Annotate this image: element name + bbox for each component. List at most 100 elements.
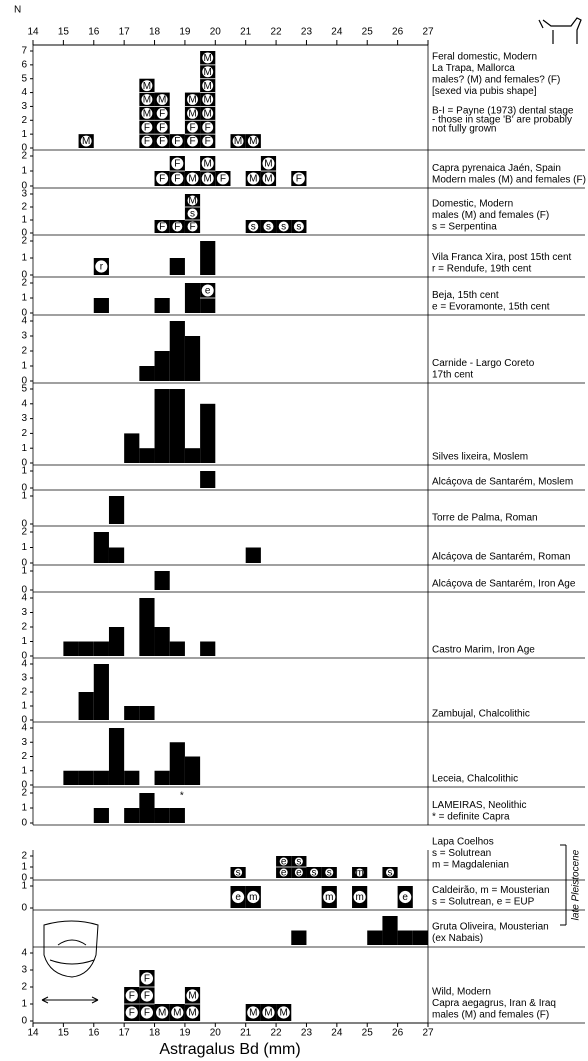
symbol-label: M <box>249 174 257 185</box>
bar <box>108 496 125 524</box>
y-tick-label: 0 <box>21 1016 27 1027</box>
bar <box>78 770 94 785</box>
symbol-circle <box>125 1006 138 1019</box>
symbol-circle <box>95 260 108 273</box>
y-tick-label: 1 <box>21 566 27 577</box>
symbol-circle <box>186 1006 199 1019</box>
panel-label: Zambujal, Chalcolithic <box>432 709 530 720</box>
symbol-circle <box>279 868 288 877</box>
y-tick-label: 1 <box>21 166 27 177</box>
x-tick-label-top: 21 <box>240 27 252 38</box>
bar <box>93 808 109 823</box>
y-tick-label: 0 <box>21 143 27 154</box>
symbol-circle <box>156 172 169 185</box>
symbol-label: M <box>204 67 212 78</box>
bar <box>139 366 155 381</box>
y-tick-label: 1 <box>21 701 27 712</box>
bar <box>169 641 185 656</box>
x-tick-label-top: 19 <box>179 27 191 38</box>
symbol-circle <box>294 868 303 877</box>
bar <box>124 808 140 823</box>
symbol-label: M <box>234 136 242 147</box>
y-tick-label: 2 <box>21 115 27 126</box>
bar <box>93 770 109 785</box>
symbol-label: F <box>159 174 165 185</box>
panel-note: - those in stage 'B' are probably <box>432 115 572 126</box>
panel-label: [sexed via pubis shape] <box>432 86 537 97</box>
symbol-circle <box>216 172 229 185</box>
panel-bars <box>93 793 185 823</box>
symbol-circle <box>247 135 259 147</box>
symbol-label: M <box>204 95 212 106</box>
symbol-label: M <box>173 1008 181 1019</box>
x-tick-label: 26 <box>392 1028 404 1039</box>
symbol-label: M <box>264 1008 272 1019</box>
bar <box>169 389 185 463</box>
y-tick-label: 1 <box>21 542 27 553</box>
x-tick-label: 17 <box>119 1028 131 1039</box>
symbol-circle <box>263 221 274 232</box>
symbol-circle <box>201 284 214 297</box>
symbol-label: F <box>189 122 195 133</box>
symbol-circle <box>386 868 395 877</box>
y-tick-label: 0 <box>21 873 27 884</box>
symbol-label: r <box>100 262 104 273</box>
symbol-label: F <box>144 991 150 1002</box>
y-tick-label: 0 <box>21 780 27 791</box>
y-tick-label: 7 <box>21 46 27 57</box>
x-tick-label: 20 <box>210 1028 222 1039</box>
x-tick-label: 18 <box>149 1028 161 1039</box>
symbol-label: M <box>188 174 196 185</box>
y-tick-label: 2 <box>21 236 27 247</box>
bar <box>200 641 216 656</box>
symbol-label: M <box>158 1008 166 1019</box>
symbol-circle <box>292 172 305 185</box>
symbol-circle <box>140 972 154 985</box>
y-tick-label: 1 <box>21 491 27 502</box>
y-tick-label: 2 <box>21 622 27 633</box>
bar <box>397 930 413 945</box>
panel-bars <box>93 532 261 563</box>
symbol-label: F <box>159 136 165 147</box>
panel-bars: r <box>93 241 216 275</box>
y-tick-label: 2 <box>21 346 27 357</box>
x-tick-label: 22 <box>271 1028 283 1039</box>
symbol-label: F <box>144 974 150 985</box>
symbol-label: M <box>204 174 212 185</box>
symbol-label: s <box>281 222 286 233</box>
panel-bars <box>108 496 125 524</box>
y-tick-label: 4 <box>21 659 27 670</box>
symbol-circle <box>294 857 303 866</box>
symbol-label: F <box>129 991 135 1002</box>
y-tick-label: 1 <box>21 862 27 873</box>
bar <box>93 532 109 563</box>
symbol-label: F <box>144 122 150 133</box>
panel-label: r = Rendufe, 19th cent <box>432 264 531 275</box>
panel-label: Caldeirão, m = Mousterian <box>432 885 550 896</box>
panel-label: Silves lixeira, Moslem <box>432 452 528 463</box>
symbol-circle <box>187 107 198 119</box>
x-tick-label: 21 <box>240 1028 252 1039</box>
y-tick-label: 2 <box>21 788 27 799</box>
bar <box>154 389 170 463</box>
panel-bars <box>291 916 428 945</box>
symbol-label: F <box>220 174 226 185</box>
y-tick-label: 0 <box>21 483 27 494</box>
symbol-circle <box>248 221 259 232</box>
symbol-circle <box>140 989 154 1002</box>
symbol-label: m <box>355 868 363 879</box>
panel-label: males (M) and females (F) <box>432 210 549 221</box>
symbol-circle <box>187 121 198 133</box>
symbol-circle <box>141 121 153 133</box>
y-tick-label: 0 <box>21 308 27 319</box>
y-tick-label: 1 <box>21 881 27 892</box>
bar <box>184 448 201 463</box>
x-tick-label: 23 <box>301 1028 313 1039</box>
panel-label: Torre de Palma, Roman <box>432 513 538 524</box>
symbol-label: M <box>188 95 196 106</box>
symbol-label: m <box>325 892 333 903</box>
symbol-circle <box>247 890 260 904</box>
symbol-label: e <box>205 286 211 297</box>
symbol-label: s <box>266 222 271 233</box>
